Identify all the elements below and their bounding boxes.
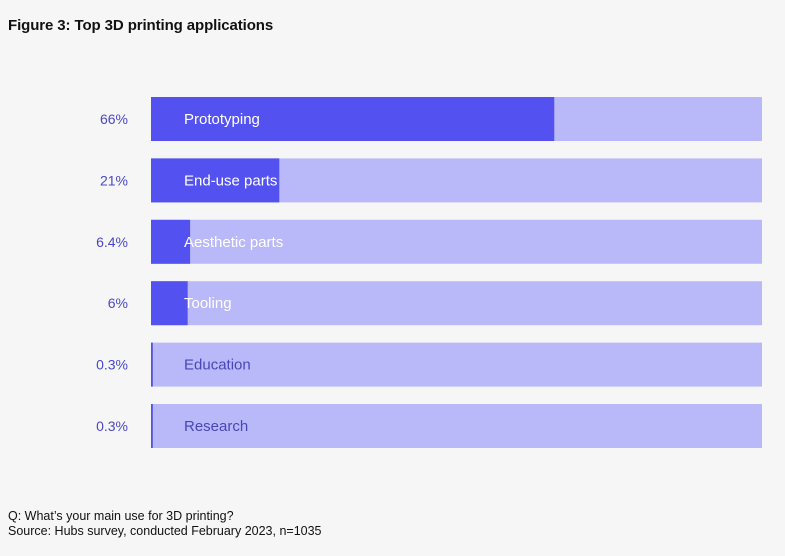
chart-title: Figure 3: Top 3D printing applications	[8, 17, 274, 34]
bar-track	[151, 342, 762, 387]
bar-track	[151, 219, 762, 264]
bar-fill	[151, 281, 188, 326]
bar-value-label: 66%	[100, 111, 128, 127]
bar-fill	[151, 219, 191, 264]
bar-category-label: End-use parts	[184, 172, 277, 189]
bar-row: 21% End-use parts	[100, 158, 762, 203]
bar-fill	[151, 342, 153, 387]
bar-row: 6% Tooling	[108, 281, 762, 326]
bar-value-label: 6.4%	[96, 234, 128, 250]
bar-row: 6.4% Aesthetic parts	[96, 219, 762, 264]
bar-category-label: Education	[184, 357, 251, 374]
source-note: Source: Hubs survey, conducted February …	[8, 524, 322, 538]
bar-track	[151, 404, 762, 448]
bar-category-label: Aesthetic parts	[184, 234, 283, 251]
bar-fill	[151, 97, 555, 141]
bar-category-label: Research	[184, 418, 248, 435]
footnote: Q: What’s your main use for 3D printing?…	[8, 509, 322, 539]
bar-value-label: 21%	[100, 172, 128, 188]
bar-row: 0.3% Education	[96, 342, 762, 387]
survey-question: Q: What’s your main use for 3D printing?	[8, 509, 234, 523]
bar-category-label: Tooling	[184, 295, 232, 312]
bar-fill	[151, 158, 280, 203]
bar-row: 0.3% Research	[96, 404, 762, 448]
bar-value-label: 0.3%	[96, 418, 128, 434]
bar-track	[151, 281, 762, 326]
bar-fill	[151, 404, 153, 448]
bar-category-label: Prototyping	[184, 111, 260, 128]
bar-value-label: 0.3%	[96, 357, 128, 373]
bar-row: 66% Prototyping	[100, 97, 762, 141]
bar-value-label: 6%	[108, 295, 128, 311]
